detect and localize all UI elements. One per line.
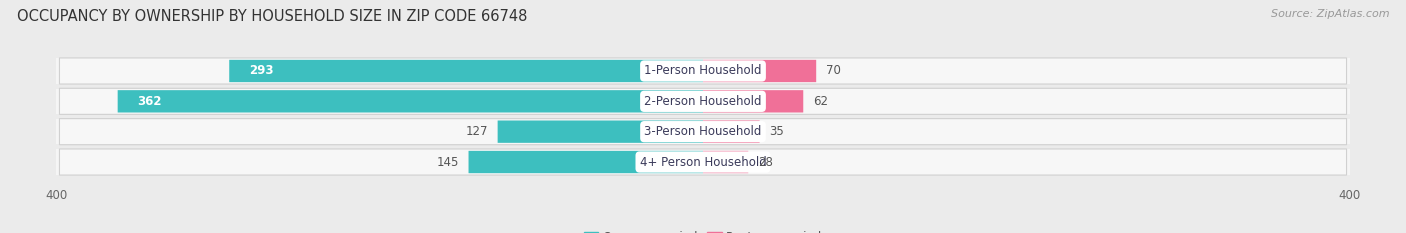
FancyBboxPatch shape [56, 119, 1350, 144]
Text: 362: 362 [138, 95, 162, 108]
FancyBboxPatch shape [56, 89, 1350, 114]
Text: 293: 293 [249, 65, 273, 78]
Text: 70: 70 [825, 65, 841, 78]
Text: Source: ZipAtlas.com: Source: ZipAtlas.com [1271, 9, 1389, 19]
FancyBboxPatch shape [703, 120, 759, 143]
Text: OCCUPANCY BY OWNERSHIP BY HOUSEHOLD SIZE IN ZIP CODE 66748: OCCUPANCY BY OWNERSHIP BY HOUSEHOLD SIZE… [17, 9, 527, 24]
FancyBboxPatch shape [59, 149, 1347, 175]
FancyBboxPatch shape [229, 60, 703, 82]
FancyBboxPatch shape [59, 88, 1347, 114]
Text: 4+ Person Household: 4+ Person Household [640, 155, 766, 168]
FancyBboxPatch shape [498, 120, 703, 143]
FancyBboxPatch shape [56, 58, 1350, 84]
FancyBboxPatch shape [703, 60, 817, 82]
FancyBboxPatch shape [703, 151, 748, 173]
FancyBboxPatch shape [703, 90, 803, 113]
FancyBboxPatch shape [468, 151, 703, 173]
FancyBboxPatch shape [56, 149, 1350, 175]
Text: 2-Person Household: 2-Person Household [644, 95, 762, 108]
Text: 28: 28 [758, 155, 773, 168]
Text: 1-Person Household: 1-Person Household [644, 65, 762, 78]
Text: 35: 35 [769, 125, 785, 138]
Text: 145: 145 [436, 155, 458, 168]
Text: 127: 127 [465, 125, 488, 138]
Text: 3-Person Household: 3-Person Household [644, 125, 762, 138]
FancyBboxPatch shape [59, 119, 1347, 145]
FancyBboxPatch shape [59, 58, 1347, 84]
FancyBboxPatch shape [118, 90, 703, 113]
Legend: Owner-occupied, Renter-occupied: Owner-occupied, Renter-occupied [583, 231, 823, 233]
Text: 62: 62 [813, 95, 828, 108]
